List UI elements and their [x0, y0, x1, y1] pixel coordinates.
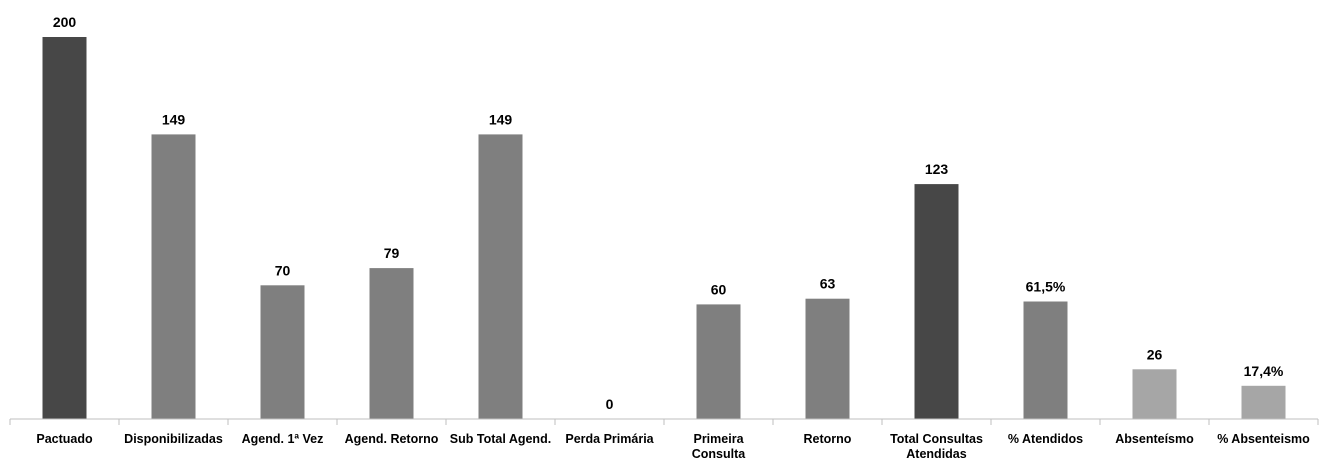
category-label-line: % Absenteismo [1217, 432, 1310, 446]
data-label: 63 [820, 276, 836, 292]
value-labels-group: 200 149 70 79 149 0 60 63 123 61,5% 26 17,4% [53, 14, 1284, 412]
data-label: 0 [606, 396, 614, 412]
data-label: 61,5% [1026, 279, 1066, 295]
bar [151, 134, 196, 419]
data-label: 79 [384, 245, 400, 261]
category-label: % Atendidos [1008, 432, 1083, 446]
bar [478, 134, 523, 419]
bar [914, 184, 959, 419]
data-label: 70 [275, 262, 291, 278]
data-label: 60 [711, 281, 727, 297]
category-label-line: Sub Total Agend. [450, 432, 551, 446]
category-label: Perda Primária [565, 432, 654, 446]
category-label-line: Absenteísmo [1115, 432, 1194, 446]
data-label: 123 [925, 161, 949, 177]
data-label: 200 [53, 14, 77, 30]
category-label: Agend. 1ª Vez [242, 432, 324, 446]
category-label-line: Perda Primária [565, 432, 654, 446]
bars-group [42, 37, 1286, 419]
bar [260, 285, 305, 419]
data-label: 26 [1147, 346, 1163, 362]
category-label-line: Consulta [692, 447, 747, 461]
category-label: Primeira Consulta [692, 432, 747, 461]
category-label-line: % Atendidos [1008, 432, 1083, 446]
category-label-line: Pactuado [36, 432, 93, 446]
data-label: 17,4% [1244, 363, 1284, 379]
category-label: Disponibilizadas [124, 432, 223, 446]
bar [1023, 301, 1068, 419]
category-labels-group: Pactuado Disponibilizadas Agend. 1ª Vez Age… [36, 432, 1310, 461]
bar [369, 268, 414, 419]
category-label-line: Disponibilizadas [124, 432, 223, 446]
category-label-line: Total Consultas [890, 432, 983, 446]
bar [696, 304, 741, 419]
bar [805, 298, 850, 419]
bar [1241, 385, 1286, 419]
category-label: Agend. Retorno [345, 432, 439, 446]
category-label: Sub Total Agend. [450, 432, 551, 446]
category-label: Pactuado [36, 432, 93, 446]
category-label-line: Atendidas [906, 447, 966, 461]
bar [42, 37, 87, 419]
category-label: Total Consultas Atendidas [890, 432, 983, 461]
category-label-line: Primeira [693, 432, 744, 446]
data-label: 149 [489, 111, 513, 127]
bar [1132, 369, 1177, 419]
category-label: Absenteísmo [1115, 432, 1194, 446]
category-label-line: Agend. 1ª Vez [242, 432, 324, 446]
x-axis-ticks-group [9, 419, 1319, 425]
category-label: Retorno [804, 432, 852, 446]
category-label-line: Agend. Retorno [345, 432, 439, 446]
data-label: 149 [162, 111, 186, 127]
category-label: % Absenteismo [1217, 432, 1310, 446]
category-label-line: Retorno [804, 432, 852, 446]
